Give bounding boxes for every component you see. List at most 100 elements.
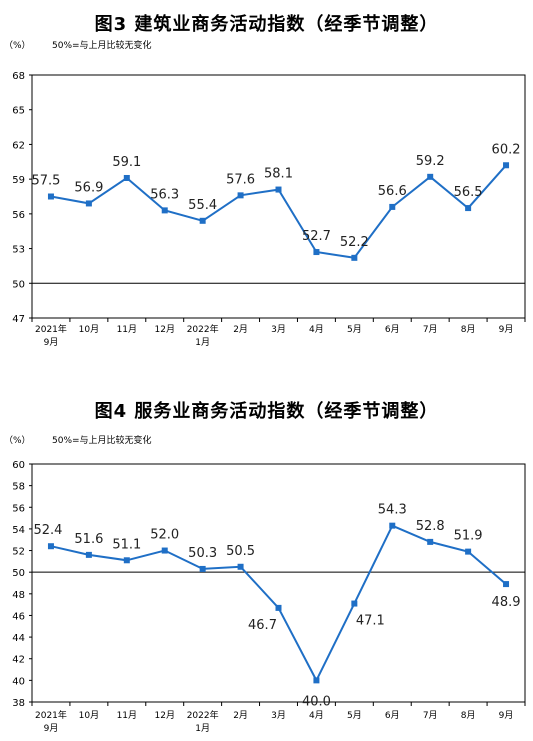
data-label: 50.5 <box>226 544 255 559</box>
x-tick-label-line: 9月 <box>44 723 59 734</box>
plot-area-frame <box>31 74 526 319</box>
x-tick-label-line: 9月 <box>499 324 514 335</box>
data-point-marker <box>465 548 472 555</box>
x-tick-label: 10月 <box>79 710 99 721</box>
x-tick-label: 4月 <box>309 710 324 721</box>
x-tick-label-line: 1月 <box>195 337 210 348</box>
data-point-marker <box>85 551 92 558</box>
x-tick-label: 6月 <box>385 324 400 335</box>
data-point-marker <box>313 249 320 256</box>
data-point-marker <box>503 162 510 169</box>
data-label: 54.3 <box>378 503 407 518</box>
data-label: 58.1 <box>264 167 293 182</box>
data-label: 50.3 <box>188 546 217 561</box>
unit-label: （%） <box>4 435 31 446</box>
x-tick-label-line: 6月 <box>385 710 400 721</box>
y-tick-label: 58 <box>12 482 25 493</box>
y-tick-label: 44 <box>12 633 25 644</box>
data-label: 57.6 <box>226 172 255 187</box>
x-tick-label: 2022年 1月 <box>187 323 219 348</box>
x-tick-label-line: 6月 <box>385 324 400 335</box>
x-tick-label: 2月 <box>233 324 248 335</box>
data-label: 60.2 <box>492 142 521 157</box>
data-point-marker <box>161 207 168 214</box>
x-tick-label: 5月 <box>347 710 362 721</box>
services-chart-panel: 图4 服务业商务活动指数（经季节调整） （%） 50%=与上月比较无变化 38 40 4… <box>0 380 533 741</box>
y-tick-label: 48 <box>12 590 25 601</box>
reference-note: 50%=与上月比较无变化 <box>52 39 152 51</box>
data-label: 59.2 <box>416 154 445 169</box>
data-point-marker <box>237 192 244 199</box>
data-point-marker <box>161 547 168 554</box>
plot-area-frame <box>31 463 526 703</box>
x-tick-label-line: 12月 <box>155 324 175 335</box>
data-label: 48.9 <box>492 595 521 610</box>
data-point-marker <box>503 581 510 588</box>
x-tick-label: 3月 <box>271 710 286 721</box>
data-label: 51.6 <box>74 532 103 547</box>
construction-index-line-chart: （%） 50%=与上月比较无变化 47 50 53 56 59 62 65 68 2021年 9月 10… <box>4 39 526 348</box>
x-tick-label: 4月 <box>309 324 324 335</box>
data-point-marker <box>313 677 320 684</box>
data-label: 40.0 <box>302 694 331 709</box>
x-tick-label-line: 8月 <box>461 324 476 335</box>
data-point-marker <box>199 565 206 572</box>
y-tick-label: 53 <box>12 245 25 256</box>
y-tick-label: 59 <box>12 175 25 186</box>
x-tick-label: 7月 <box>423 710 438 721</box>
services-index-line-chart: （%） 50%=与上月比较无变化 38 40 42 44 46 48 50 52 54 56 58 60 2… <box>4 434 526 734</box>
x-tick-label-line: 11月 <box>117 710 137 721</box>
data-point-marker <box>123 174 130 181</box>
x-tick-label: 12月 <box>155 710 175 721</box>
y-tick-label: 38 <box>12 698 25 709</box>
data-point-marker <box>427 538 434 545</box>
data-label: 47.1 <box>356 614 385 629</box>
x-tick-label: 11月 <box>117 324 137 335</box>
y-tick-label: 52 <box>12 547 25 558</box>
data-point-marker <box>427 173 434 180</box>
x-tick-label: 2022年 1月 <box>187 709 219 734</box>
x-tick-label-line: 2022年 <box>187 323 219 335</box>
data-point-marker <box>85 200 92 207</box>
x-tick-label-line: 7月 <box>423 324 438 335</box>
x-tick-label-line: 12月 <box>155 710 175 721</box>
y-tick-label: 65 <box>12 106 25 117</box>
x-tick-label: 9月 <box>499 710 514 721</box>
x-tick-label: 2月 <box>233 710 248 721</box>
x-tick-label: 2021年 9月 <box>35 323 67 348</box>
data-point-marker <box>199 217 206 224</box>
data-point-marker <box>47 543 54 550</box>
data-label: 52.0 <box>150 528 179 543</box>
data-point-marker <box>389 203 396 210</box>
y-tick-label: 62 <box>12 140 25 151</box>
x-tick-label: 10月 <box>79 324 99 335</box>
x-tick-label-line: 8月 <box>461 710 476 721</box>
data-label: 56.3 <box>150 187 179 202</box>
x-tick-label-line: 3月 <box>271 710 286 721</box>
data-point-marker <box>351 600 358 607</box>
x-tick-label: 6月 <box>385 710 400 721</box>
x-tick-label-line: 4月 <box>309 324 324 335</box>
x-tick-label-line: 2021年 <box>35 323 67 335</box>
x-tick-label-line: 2021年 <box>35 709 67 721</box>
data-point-marker <box>123 557 130 564</box>
x-tick-label-line: 1月 <box>195 723 210 734</box>
data-label: 52.8 <box>416 519 445 534</box>
x-tick-label: 8月 <box>461 324 476 335</box>
y-tick-label: 60 <box>12 460 25 471</box>
y-tick-label: 56 <box>12 503 25 514</box>
x-tick-label-line: 2022年 <box>187 709 219 721</box>
data-label: 46.7 <box>248 618 277 633</box>
chart-title: 图3 建筑业商务活动指数（经季节调整） <box>94 14 439 35</box>
chart-title: 图4 服务业商务活动指数（经季节调整） <box>94 401 439 422</box>
data-point-marker <box>351 254 358 261</box>
data-point-marker <box>389 522 396 529</box>
x-tick-label-line: 10月 <box>79 324 99 335</box>
y-tick-label: 47 <box>12 314 25 325</box>
x-tick-label: 9月 <box>499 324 514 335</box>
y-tick-label: 50 <box>12 568 25 579</box>
x-tick-label-line: 2月 <box>233 710 248 721</box>
data-label: 51.9 <box>454 529 483 544</box>
data-label: 56.6 <box>378 184 407 199</box>
y-tick-label: 56 <box>12 210 25 221</box>
